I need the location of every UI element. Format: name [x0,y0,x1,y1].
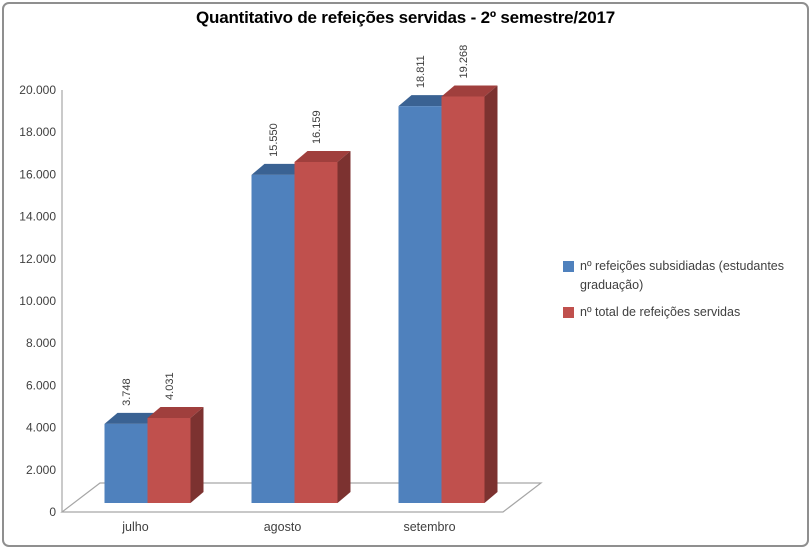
y-tick-label: 12.000 [19,252,56,266]
bar-top-julho-s1 [147,406,204,418]
y-tick-label: 2.000 [26,463,56,477]
legend-swatch-blue-icon [563,261,574,272]
bar-agosto-s1 [294,162,338,503]
y-tick-label: 4.000 [26,421,56,435]
legend-item-subsidiadas: nº refeições subsidiadas (estudantes gra… [563,257,795,295]
legend-label: nº refeições subsidiadas (estudantes gra… [580,259,784,292]
chart-title: Quantitativo de refeições servidas - 2º … [196,8,615,27]
category-label-agosto: agosto [264,520,302,534]
bar-value-label: 16.159 [311,110,323,144]
bar-top-agosto-s1 [294,151,351,163]
legend-label: nº total de refeições servidas [580,305,741,319]
bar-top-setembro-s1 [441,85,498,97]
bar-value-label: 4.031 [164,372,176,400]
bar-top-agosto-s0 [251,163,308,175]
bar-agosto-s0 [251,174,295,503]
chart-legend: nº refeições subsidiadas (estudantes gra… [563,257,795,330]
bar-value-label: 15.550 [268,123,280,157]
legend-swatch-red-icon [563,307,574,318]
bar-setembro-s1 [441,96,485,504]
y-tick-label: 18.000 [19,125,56,139]
y-tick-label: 8.000 [26,336,56,350]
category-label-julho: julho [121,520,148,534]
bar-julho-s1 [147,417,191,503]
y-tick-label: 16.000 [19,167,56,181]
bar-side-julho-s1 [190,406,204,503]
bar-setembro-s0 [398,106,442,504]
bar-top-setembro-s0 [398,95,455,107]
y-tick-label: 10.000 [19,294,56,308]
bar-julho-s0 [104,423,148,503]
bar-top-julho-s0 [104,412,161,424]
legend-item-total: nº total de refeições servidas [563,303,795,322]
y-tick-label: 6.000 [26,378,56,392]
bar-side-setembro-s1 [484,85,498,504]
y-tick-label: 20.000 [19,83,56,97]
y-tick-label: 0 [49,505,56,519]
bar-side-agosto-s1 [337,151,351,503]
y-tick-label: 14.000 [19,210,56,224]
bar-value-label: 3.748 [121,378,133,406]
floor-plane [60,482,543,513]
category-label-setembro: setembro [403,520,455,534]
bar-value-label: 19.268 [458,45,470,79]
bar-value-label: 18.811 [415,55,427,88]
